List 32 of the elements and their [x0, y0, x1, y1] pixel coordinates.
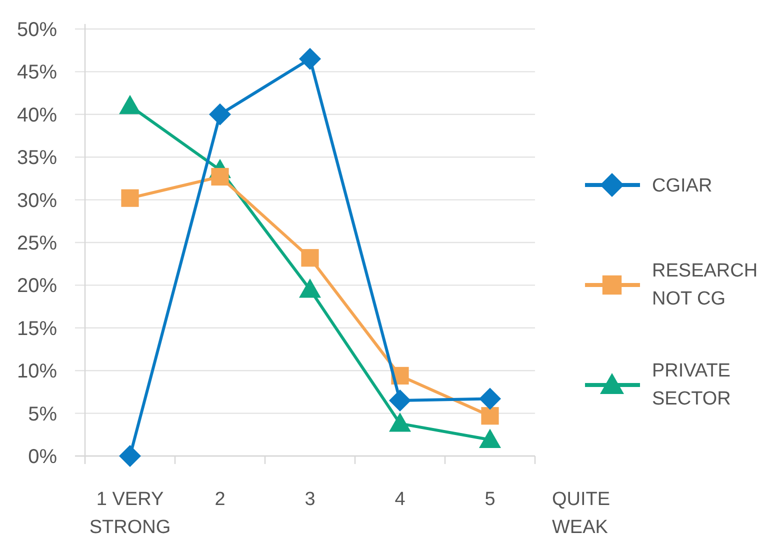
- y-tick-label: 20%: [16, 275, 58, 298]
- y-tick-label: 5%: [28, 403, 58, 426]
- point: [479, 428, 501, 448]
- y-tick-label: 35%: [16, 147, 58, 170]
- x-tick-label: 1 VERY STRONG: [89, 489, 171, 538]
- point: [119, 445, 141, 467]
- point: [121, 189, 139, 207]
- legend-label: PRIVATE SECTOR: [652, 360, 731, 410]
- legend-label: RESEARCH NOT CG: [652, 260, 758, 310]
- point: [481, 407, 499, 425]
- point: [209, 103, 231, 126]
- x-tick-label: 4: [394, 489, 406, 510]
- point: [479, 388, 501, 410]
- x-tick-label: 2: [214, 489, 226, 510]
- y-tick-label: 15%: [16, 318, 58, 340]
- y-tick-label: 50%: [16, 19, 58, 41]
- y-tick-label: 0%: [28, 446, 58, 468]
- x-tick-label: 5: [484, 489, 496, 510]
- text: QUITE WEAK: [552, 489, 610, 538]
- y-tick-label: 25%: [16, 232, 58, 254]
- point: [389, 389, 411, 412]
- point: [389, 412, 411, 432]
- y-tick-label: 10%: [16, 360, 58, 383]
- legend-label: CGIAR: [652, 176, 712, 197]
- point: [119, 94, 141, 114]
- y-tick-label: 45%: [16, 62, 58, 84]
- point: [301, 249, 319, 267]
- y-tick-label: 30%: [16, 190, 58, 212]
- point: [299, 48, 321, 70]
- y-tick-label: 40%: [16, 104, 58, 126]
- point: [299, 278, 321, 298]
- x-tick-label: 3: [304, 489, 316, 510]
